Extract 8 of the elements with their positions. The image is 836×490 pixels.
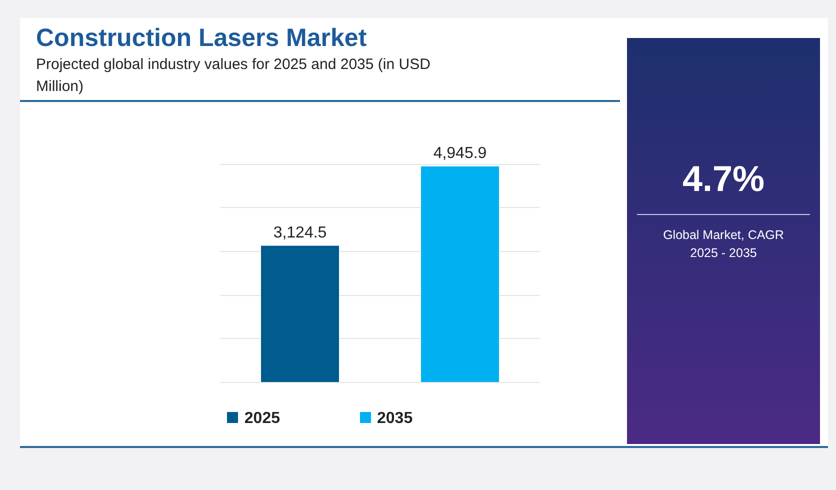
data-label: 4,945.9 <box>433 144 487 162</box>
text: Global Market, CAGR 2025 - 2035 <box>662 227 785 262</box>
data-label: 3,124.5 <box>273 224 327 242</box>
text: 4.7% <box>681 158 766 200</box>
x-tick-label: 2025 <box>243 410 280 428</box>
chart-title: Construction Lasers Market <box>36 24 367 53</box>
chart-subtitle: Projected global industry values for 2025 and 2035 (in USD Million) <box>36 55 432 97</box>
x-tick-label: 2035 <box>376 410 413 428</box>
